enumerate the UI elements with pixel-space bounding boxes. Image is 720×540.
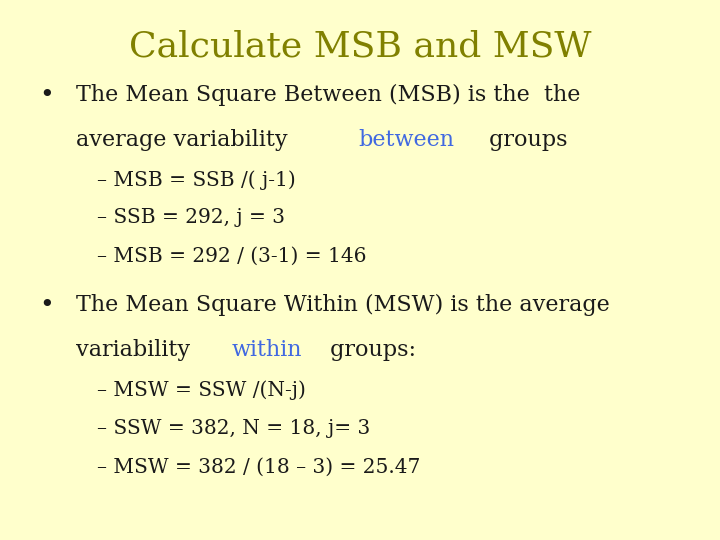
Text: groups: groups [482,129,567,151]
Text: – MSB = SSB /( j-1): – MSB = SSB /( j-1) [97,170,296,190]
Text: within: within [232,339,302,361]
Text: average variability: average variability [76,129,294,151]
Text: – SSW = 382, N = 18, j= 3: – SSW = 382, N = 18, j= 3 [97,419,371,438]
Text: The Mean Square Between (MSB) is the  the: The Mean Square Between (MSB) is the the [76,84,580,106]
Text: Calculate MSB and MSW: Calculate MSB and MSW [129,30,591,64]
Text: variability: variability [76,339,197,361]
Text: – MSW = 382 / (18 – 3) = 25.47: – MSW = 382 / (18 – 3) = 25.47 [97,457,420,476]
Text: – MSW = SSW /(N-j): – MSW = SSW /(N-j) [97,381,306,400]
Text: The Mean Square Within (MSW) is the average: The Mean Square Within (MSW) is the aver… [76,294,609,316]
Text: groups:: groups: [323,339,416,361]
Text: between: between [358,129,454,151]
Text: •: • [40,294,54,318]
Text: – SSB = 292, j = 3: – SSB = 292, j = 3 [97,208,285,227]
Text: •: • [40,84,54,107]
Text: – MSB = 292 / (3-1) = 146: – MSB = 292 / (3-1) = 146 [97,247,366,266]
